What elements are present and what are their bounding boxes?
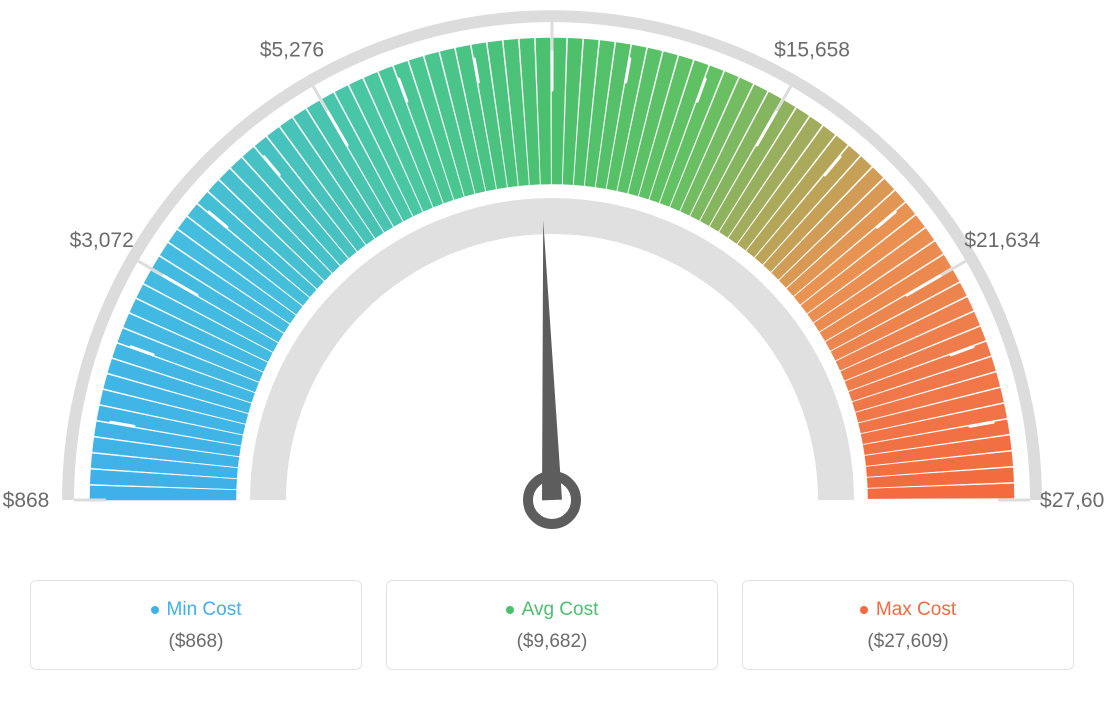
- legend-title: Avg Cost: [506, 599, 599, 621]
- legend-card-min: Min Cost ($868): [30, 580, 362, 670]
- gauge-chart: $868$3,072$5,276$9,682$15,658$21,634$27,…: [0, 0, 1104, 560]
- legend-value: ($868): [43, 631, 349, 653]
- legend-title: Min Cost: [151, 599, 242, 621]
- scale-label: $21,634: [964, 229, 1040, 252]
- legend-label: Min Cost: [167, 599, 242, 621]
- legend-title: Max Cost: [860, 599, 956, 621]
- scale-label: $15,658: [774, 39, 850, 62]
- legend-value: ($9,682): [399, 631, 705, 653]
- legend-label: Avg Cost: [522, 599, 599, 621]
- legend-label: Max Cost: [876, 599, 956, 621]
- legend-dot-icon: [860, 606, 868, 614]
- needle: [542, 220, 562, 500]
- scale-label: $3,072: [70, 229, 134, 252]
- legend-card-avg: Avg Cost ($9,682): [386, 580, 718, 670]
- gauge-svg: $868$3,072$5,276$9,682$15,658$21,634$27,…: [0, 0, 1104, 560]
- scale-label: $5,276: [260, 39, 324, 62]
- scale-label: $27,609: [1040, 489, 1104, 512]
- legend-dot-icon: [151, 606, 159, 614]
- legend-value: ($27,609): [755, 631, 1061, 653]
- legend-card-max: Max Cost ($27,609): [742, 580, 1074, 670]
- legend-row: Min Cost ($868) Avg Cost ($9,682) Max Cost ($…: [0, 560, 1104, 710]
- legend-dot-icon: [506, 606, 514, 614]
- scale-label: $868: [3, 489, 50, 512]
